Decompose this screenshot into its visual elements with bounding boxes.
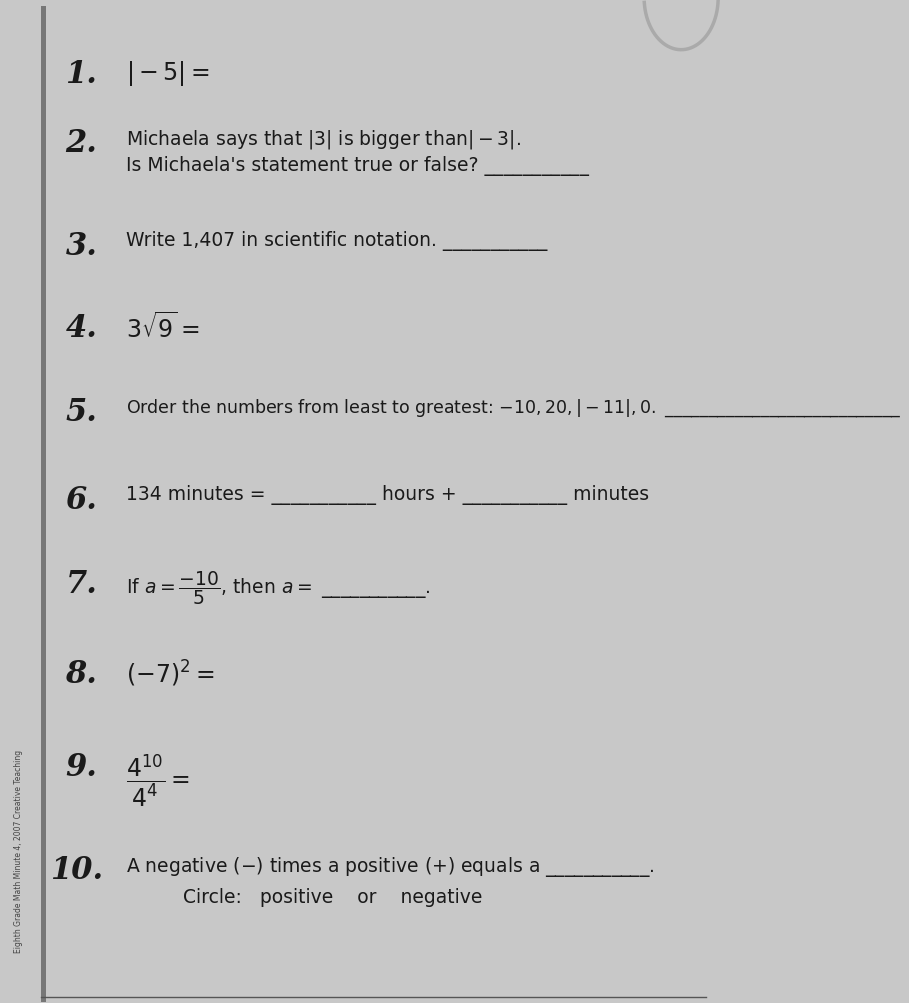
Text: Order the numbers from least to greatest: $-10, 20, |-11|, 0.$ _________________: Order the numbers from least to greatest… <box>126 397 902 418</box>
Text: 134 minutes = ___________ hours + ___________ minutes: 134 minutes = ___________ hours + ______… <box>126 484 649 505</box>
Text: Circle:   positive    or    negative: Circle: positive or negative <box>183 888 483 906</box>
Text: 8.: 8. <box>65 658 97 689</box>
Text: Eighth Grade Math Minute 4, 2007 Creative Teaching: Eighth Grade Math Minute 4, 2007 Creativ… <box>15 749 24 952</box>
Text: 10.: 10. <box>50 855 103 886</box>
Text: $(-7)^2=$: $(-7)^2=$ <box>126 658 215 689</box>
Text: If $a = \dfrac{-10}{5}$, then $a =$ ___________.: If $a = \dfrac{-10}{5}$, then $a =$ ____… <box>126 569 438 607</box>
Text: 6.: 6. <box>65 484 97 516</box>
FancyBboxPatch shape <box>41 7 45 1002</box>
Text: 9.: 9. <box>65 751 97 782</box>
Text: 3.: 3. <box>65 231 97 262</box>
Text: Write 1,407 in scientific notation. ___________: Write 1,407 in scientific notation. ____… <box>126 231 547 251</box>
Text: 2.: 2. <box>65 128 97 159</box>
Text: 1.: 1. <box>65 58 97 89</box>
Text: Michaela says that $|3|$ is bigger than$|-3|$.: Michaela says that $|3|$ is bigger than$… <box>126 128 521 151</box>
Text: $|-5|=$: $|-5|=$ <box>126 58 210 87</box>
Text: $\dfrac{4^{10}}{4^{4}}=$: $\dfrac{4^{10}}{4^{4}}=$ <box>126 751 190 807</box>
Text: A negative $(-$) times a positive $(+)$ equals a ___________.: A negative $(-$) times a positive $(+)$ … <box>126 855 663 879</box>
Text: $3\sqrt{9}=$: $3\sqrt{9}=$ <box>126 312 199 343</box>
Text: 7.: 7. <box>65 569 97 600</box>
Text: 4.: 4. <box>65 312 97 343</box>
Text: 5.: 5. <box>65 397 97 427</box>
Text: Is Michaela's statement true or false? ___________: Is Michaela's statement true or false? _… <box>126 156 589 177</box>
